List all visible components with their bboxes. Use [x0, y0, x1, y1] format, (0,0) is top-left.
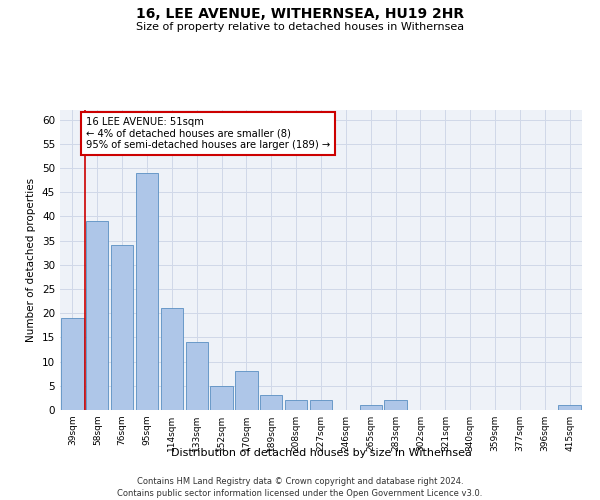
Bar — [161, 308, 183, 410]
Bar — [185, 342, 208, 410]
Bar — [385, 400, 407, 410]
Text: Contains public sector information licensed under the Open Government Licence v3: Contains public sector information licen… — [118, 489, 482, 498]
Y-axis label: Number of detached properties: Number of detached properties — [26, 178, 37, 342]
Bar — [310, 400, 332, 410]
Text: Size of property relative to detached houses in Withernsea: Size of property relative to detached ho… — [136, 22, 464, 32]
Text: Contains HM Land Registry data © Crown copyright and database right 2024.: Contains HM Land Registry data © Crown c… — [137, 478, 463, 486]
Bar — [285, 400, 307, 410]
Bar — [235, 372, 257, 410]
Text: Distribution of detached houses by size in Withernsea: Distribution of detached houses by size … — [170, 448, 472, 458]
Bar — [260, 396, 283, 410]
Bar — [359, 405, 382, 410]
Text: 16, LEE AVENUE, WITHERNSEA, HU19 2HR: 16, LEE AVENUE, WITHERNSEA, HU19 2HR — [136, 8, 464, 22]
Text: 16 LEE AVENUE: 51sqm
← 4% of detached houses are smaller (8)
95% of semi-detache: 16 LEE AVENUE: 51sqm ← 4% of detached ho… — [86, 118, 331, 150]
Bar — [61, 318, 83, 410]
Bar — [559, 405, 581, 410]
Bar — [136, 173, 158, 410]
Bar — [86, 222, 109, 410]
Bar — [111, 246, 133, 410]
Bar — [211, 386, 233, 410]
